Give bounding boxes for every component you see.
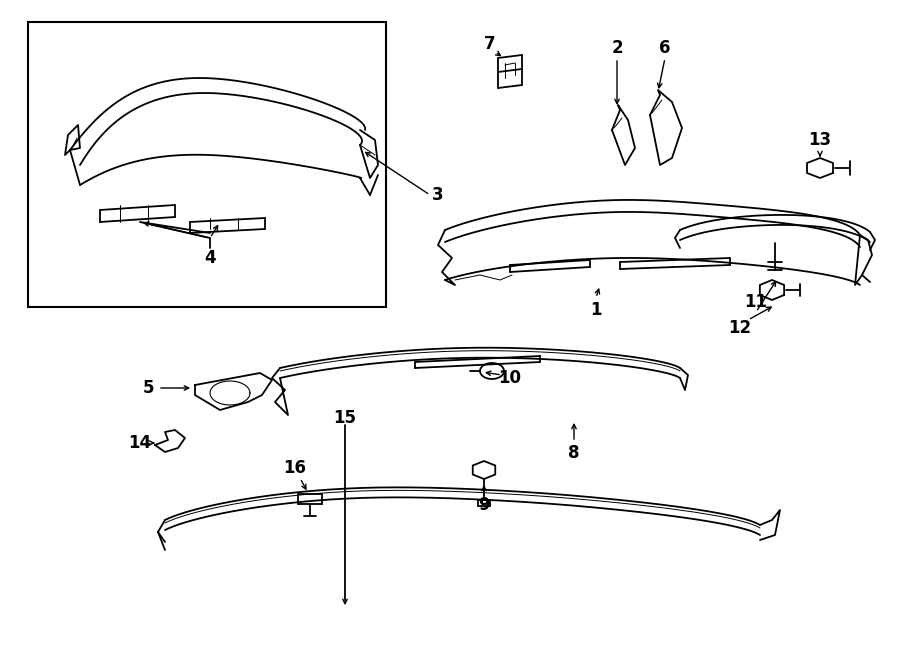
Text: 2: 2: [611, 39, 623, 57]
Text: 12: 12: [728, 319, 752, 337]
Text: 16: 16: [284, 459, 307, 477]
Text: 10: 10: [499, 369, 521, 387]
Text: 13: 13: [808, 131, 832, 149]
Text: 6: 6: [659, 39, 670, 57]
Text: 8: 8: [568, 444, 580, 462]
Text: 14: 14: [129, 434, 151, 452]
Text: 5: 5: [142, 379, 154, 397]
Text: 3: 3: [432, 186, 444, 204]
Text: 7: 7: [484, 35, 496, 53]
Bar: [28, 22, 386, 307]
Text: 9: 9: [478, 496, 490, 514]
Text: 11: 11: [744, 293, 768, 311]
Text: 15: 15: [334, 409, 356, 427]
Text: 1: 1: [590, 301, 602, 319]
Text: 4: 4: [204, 249, 216, 267]
